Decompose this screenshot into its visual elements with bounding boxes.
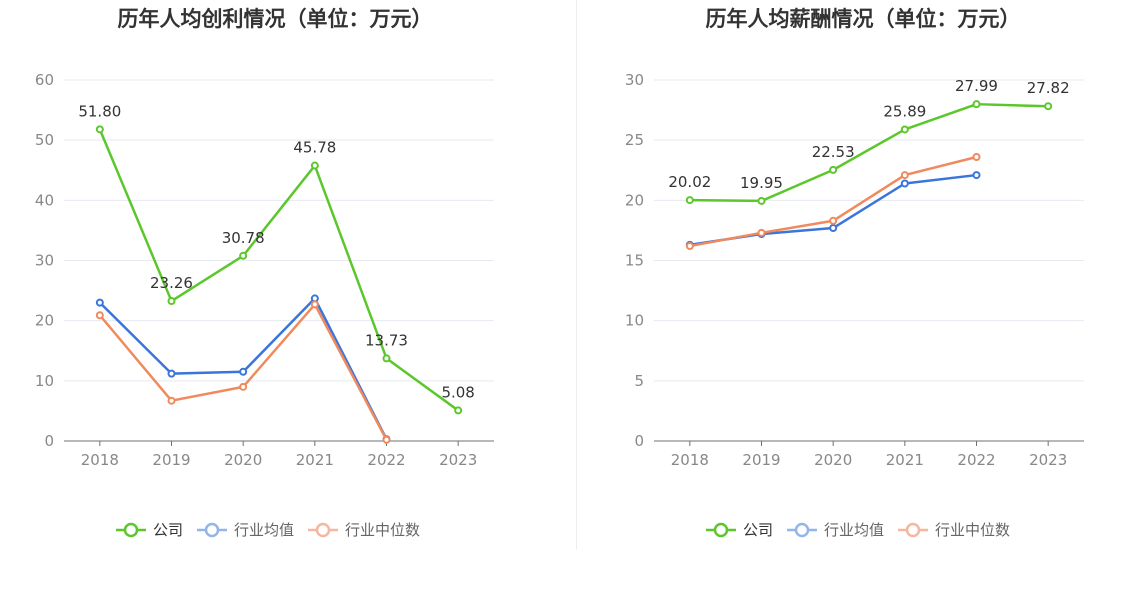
data-point-company[interactable] <box>310 161 319 170</box>
x-tick-label: 2018 <box>671 451 709 469</box>
x-tick-label: 2023 <box>439 451 477 469</box>
data-label: 23.26 <box>150 274 193 292</box>
series-line-company <box>689 102 1049 203</box>
data-point-industry-median[interactable] <box>757 228 766 237</box>
y-tick-label: 30 <box>625 71 644 89</box>
y-tick-label: 40 <box>35 191 54 209</box>
x-tick-label: 2019 <box>742 451 780 469</box>
data-point-industry-median[interactable] <box>972 153 981 162</box>
legend-label: 行业均值 <box>824 521 884 539</box>
data-point-industry-median[interactable] <box>685 242 694 251</box>
data-label: 13.73 <box>365 331 408 349</box>
series-line-industry-average <box>689 173 977 247</box>
data-point-industry-average[interactable] <box>972 171 981 180</box>
data-point-industry-median[interactable] <box>900 171 909 180</box>
data-point-industry-average[interactable] <box>95 298 104 307</box>
y-tick-label: 30 <box>35 252 54 270</box>
y-tick-label: 5 <box>634 372 644 390</box>
data-point-company[interactable] <box>239 251 248 260</box>
y-tick-label: 25 <box>625 131 644 149</box>
data-point-industry-average[interactable] <box>900 179 909 188</box>
profit-per-capita-chart: 历年人均创利情况（单位：万元） 0 10 20 30 40 50 60 2018 2019 2020… <box>35 7 494 539</box>
legend-circle-icon <box>713 522 729 538</box>
data-point-industry-average[interactable] <box>829 224 838 233</box>
data-point-industry-median[interactable] <box>239 382 248 391</box>
data-label: 45.78 <box>293 139 336 157</box>
legend-circle-icon <box>905 522 921 538</box>
y-tick-label: 60 <box>35 71 54 89</box>
y-tick-label: 20 <box>625 191 644 209</box>
data-point-company[interactable] <box>167 297 176 306</box>
chart-title: 历年人均薪酬情况（单位：万元） <box>706 7 1021 31</box>
y-tick-label: 0 <box>44 432 54 450</box>
legend-label: 公司 <box>743 521 773 539</box>
legend-label: 行业中位数 <box>345 521 420 539</box>
panel-divider <box>576 0 577 550</box>
data-point-industry-average[interactable] <box>239 367 248 376</box>
legend-item-industry-average[interactable]: 行业均值 <box>197 521 294 539</box>
data-point-industry-average[interactable] <box>167 369 176 378</box>
y-tick-label: 20 <box>35 312 54 330</box>
legend-label: 公司 <box>153 521 183 539</box>
x-tick-label: 2020 <box>224 451 262 469</box>
data-point-company[interactable] <box>972 100 981 109</box>
data-label: 20.02 <box>668 173 711 191</box>
x-tick-label: 2021 <box>886 451 924 469</box>
profit-per-capita-chart-panel: 历年人均创利情况（单位：万元） 0 10 20 30 40 50 60 2018 2019 2020… <box>35 7 494 539</box>
data-label: 5.08 <box>441 383 474 401</box>
y-tick-label: 10 <box>625 312 644 330</box>
x-tick-label: 2022 <box>957 451 995 469</box>
x-tick-label: 2018 <box>81 451 119 469</box>
data-point-industry-median[interactable] <box>382 435 391 444</box>
y-tick-label: 10 <box>35 372 54 390</box>
legend-circle-icon <box>204 522 220 538</box>
legend-label: 行业中位数 <box>935 521 1010 539</box>
data-point-company[interactable] <box>95 125 104 134</box>
legend-item-industry-median[interactable]: 行业中位数 <box>308 521 420 539</box>
data-point-industry-median[interactable] <box>829 216 838 225</box>
data-label: 25.89 <box>883 102 926 120</box>
legend-circle-icon <box>794 522 810 538</box>
salary-per-capita-chart-panel: 历年人均薪酬情况（单位：万元） 0 5 10 15 20 25 30 2018 2019 2020 2… <box>578 0 1148 589</box>
data-point-company[interactable] <box>1044 102 1053 111</box>
data-point-company[interactable] <box>900 125 909 134</box>
data-point-company[interactable] <box>685 196 694 205</box>
y-tick-label: 0 <box>634 432 644 450</box>
data-point-industry-median[interactable] <box>95 311 104 320</box>
data-label: 27.99 <box>955 77 998 95</box>
data-point-company[interactable] <box>757 196 766 205</box>
chart-title: 历年人均创利情况（单位：万元） <box>118 7 433 31</box>
data-label: 27.82 <box>1027 79 1070 97</box>
salary-per-capita-chart: 历年人均薪酬情况（单位：万元） 0 5 10 15 20 25 30 2018 2019 2020 2… <box>625 7 1084 539</box>
y-tick-label: 15 <box>625 252 644 270</box>
legend-item-company[interactable]: 公司 <box>706 521 773 539</box>
data-point-industry-median[interactable] <box>167 396 176 405</box>
data-label: 22.53 <box>812 143 855 161</box>
y-tick-label: 50 <box>35 131 54 149</box>
data-point-company[interactable] <box>829 165 838 174</box>
data-label: 19.95 <box>740 174 783 192</box>
data-label: 30.78 <box>222 229 265 247</box>
x-tick-label: 2020 <box>814 451 852 469</box>
legend-circle-icon <box>123 522 139 538</box>
data-point-industry-median[interactable] <box>310 300 319 309</box>
x-tick-label: 2021 <box>296 451 334 469</box>
x-tick-label: 2019 <box>152 451 190 469</box>
series-line-company <box>98 128 459 412</box>
legend-circle-icon <box>315 522 331 538</box>
legend-item-industry-median[interactable]: 行业中位数 <box>898 521 1010 539</box>
legend-label: 行业均值 <box>234 521 294 539</box>
legend-item-industry-average[interactable]: 行业均值 <box>787 521 884 539</box>
data-point-company[interactable] <box>454 406 463 415</box>
legend-item-company[interactable]: 公司 <box>116 521 183 539</box>
data-point-company[interactable] <box>382 354 391 363</box>
x-tick-label: 2023 <box>1029 451 1067 469</box>
data-label: 51.80 <box>78 102 121 120</box>
x-tick-label: 2022 <box>367 451 405 469</box>
